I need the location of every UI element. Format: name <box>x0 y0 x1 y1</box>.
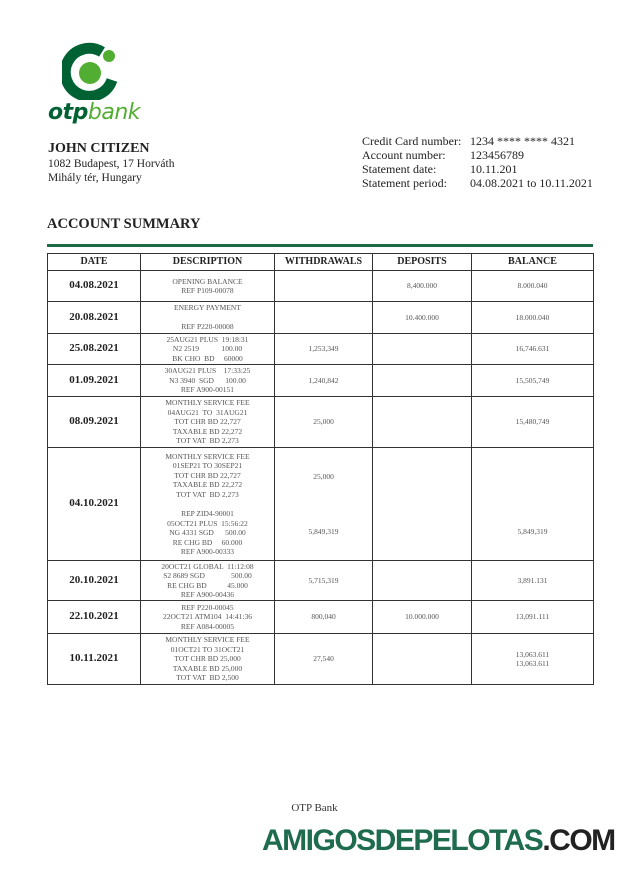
description-cell: 30AUG21 PLUS 17:33:25 N3 3940 SGD 100.00… <box>140 364 275 397</box>
section-heading: ACCOUNT SUMMARY <box>47 216 201 232</box>
deposit-cell: 10.400.000 <box>372 301 472 334</box>
date-cell: 20.10.2021 <box>47 560 141 601</box>
balance-cell: 18.000.040 <box>471 301 594 334</box>
table-row: 20.08.2021 ENERGY PAYMENT REF P220-00008… <box>47 301 594 334</box>
account-info-row: Statement date: 10.11.201 <box>362 162 593 176</box>
deposit-cell <box>372 447 472 561</box>
customer-address-line1: 1082 Budapest, 17 Horváth <box>48 158 175 170</box>
withdrawal-cell: 800,040 <box>274 600 373 634</box>
description-cell: MONTHLY SERVICE FEE 04AUG21 TO 31AUG21 T… <box>140 396 275 448</box>
withdrawal-cell: 25,000 5,849,319 <box>274 447 373 561</box>
balance-cell: 3,891.131 <box>471 560 594 601</box>
withdrawal-cell: 5,715,319 <box>274 560 373 601</box>
deposit-cell: 8,400.000 <box>372 270 472 302</box>
info-value: 123456789 <box>470 148 524 162</box>
balance-cell: 13,063.611 13,063.611 <box>471 633 594 685</box>
date-cell: 20.08.2021 <box>47 301 141 334</box>
column-header: DEPOSITS <box>372 253 472 271</box>
info-value: 04.08.2021 to 10.11.2021 <box>470 176 593 190</box>
withdrawal-cell: 1,240,842 <box>274 364 373 397</box>
info-value: 1234 **** **** 4321 <box>470 134 575 148</box>
table-row: 04.08.2021 OPENING BALANCE REF P109-0007… <box>47 270 594 302</box>
date-cell: 25.08.2021 <box>47 333 141 365</box>
customer-address-line2: Mihály tér, Hungary <box>48 172 142 184</box>
balance-cell: 15,505,749 <box>471 364 594 397</box>
withdrawal-cell <box>274 301 373 334</box>
date-cell: 04.08.2021 <box>47 270 141 302</box>
withdrawal-cell: 27,540 <box>274 633 373 685</box>
description-cell: ENERGY PAYMENT REF P220-00008 <box>140 301 275 334</box>
description-cell: OPENING BALANCE REF P109-00078 <box>140 270 275 302</box>
description-cell: MONTHLY SERVICE FEE 01SEP21 TO 30SEP21 T… <box>140 447 275 561</box>
description-cell: 25AUG21 PLUS 19:18:31 N2 2519 100.00 BK … <box>140 333 275 365</box>
account-info-row: Statement period: 04.08.2021 to 10.11.202… <box>362 176 593 190</box>
transactions-table: DATE DESCRIPTION WITHDRAWALS DEPOSITS BALANC… <box>47 253 594 685</box>
info-label: Credit Card number: <box>362 134 462 148</box>
deposit-cell <box>372 364 472 397</box>
column-header: BALANCE <box>471 253 594 271</box>
withdrawal-cell: 25,000 <box>274 396 373 448</box>
date-cell: 01.09.2021 <box>47 364 141 397</box>
withdrawal-cell: 1,253,349 <box>274 333 373 365</box>
table-row: 01.09.2021 30AUG21 PLUS 17:33:25 N3 3940… <box>47 364 594 397</box>
deposit-cell <box>372 396 472 448</box>
table-row: 08.09.2021 MONTHLY SERVICE FEE 04AUG21 T… <box>47 396 594 448</box>
balance-cell: 8.000.040 <box>471 270 594 302</box>
footer-bank-name: OTP Bank <box>291 802 338 814</box>
account-info-row: Account number: 123456789 <box>362 148 593 162</box>
withdrawal-cell <box>274 270 373 302</box>
account-info: Credit Card number: 1234 **** **** 4321 Ac… <box>362 134 593 190</box>
description-cell: REF P220-00045 22OCT21 ATM104 14:41:36 R… <box>140 600 275 634</box>
customer-block: JOHN CITIZEN 1082 Budapest, 17 Horváth M… <box>48 140 174 185</box>
info-label: Statement date: <box>362 162 437 176</box>
heading-divider <box>47 244 593 247</box>
description-cell: MONTHLY SERVICE FEE 01OCT21 TO 31OCT21 T… <box>140 633 275 685</box>
column-header: DATE <box>47 253 141 271</box>
deposit-cell <box>372 560 472 601</box>
table-row: 22.10.2021 REF P220-00045 22OCT21 ATM104… <box>47 600 594 634</box>
balance-cell: 13,091.111 <box>471 600 594 634</box>
balance-cell: 15,480,749 <box>471 396 594 448</box>
date-cell: 22.10.2021 <box>47 600 141 634</box>
table-row: 10.11.2021 MONTHLY SERVICE FEE 01OCT21 T… <box>47 633 594 685</box>
column-header: WITHDRAWALS <box>274 253 373 271</box>
description-cell: 20OCT21 GLOBAL 11:12:08 S2 8689 SGD 500.… <box>140 560 275 601</box>
table-header-row: DATE DESCRIPTION WITHDRAWALS DEPOSITS BALANC… <box>47 253 594 271</box>
deposit-cell: 10.000.000 <box>372 600 472 634</box>
customer-name: JOHN CITIZEN <box>48 141 150 156</box>
otp-bank-logo-text: otpbank <box>48 100 141 125</box>
column-header: DESCRIPTION <box>140 253 275 271</box>
account-info-row: Credit Card number: 1234 **** **** 4321 <box>362 134 593 148</box>
date-cell: 04.10.2021 <box>47 447 141 561</box>
table-row: 25.08.2021 25AUG21 PLUS 19:18:31 N2 2519… <box>47 333 594 365</box>
info-value: 10.11.201 <box>470 162 518 176</box>
date-cell: 10.11.2021 <box>47 633 141 685</box>
deposit-cell <box>372 333 472 365</box>
watermark: AMIGOSDEPELOTAS.COM <box>262 824 616 857</box>
table-row: 20.10.2021 20OCT21 GLOBAL 11:12:08 S2 86… <box>47 560 594 601</box>
table-row: 04.10.2021 MONTHLY SERVICE FEE 01SEP21 T… <box>47 447 594 561</box>
balance-cell: 16,746.631 <box>471 333 594 365</box>
balance-cell: 5,849,319 <box>471 447 594 561</box>
date-cell: 08.09.2021 <box>47 396 141 448</box>
info-label: Statement period: <box>362 176 447 190</box>
deposit-cell <box>372 633 472 685</box>
otp-logo-icon <box>62 42 118 100</box>
info-label: Account number: <box>362 148 446 162</box>
